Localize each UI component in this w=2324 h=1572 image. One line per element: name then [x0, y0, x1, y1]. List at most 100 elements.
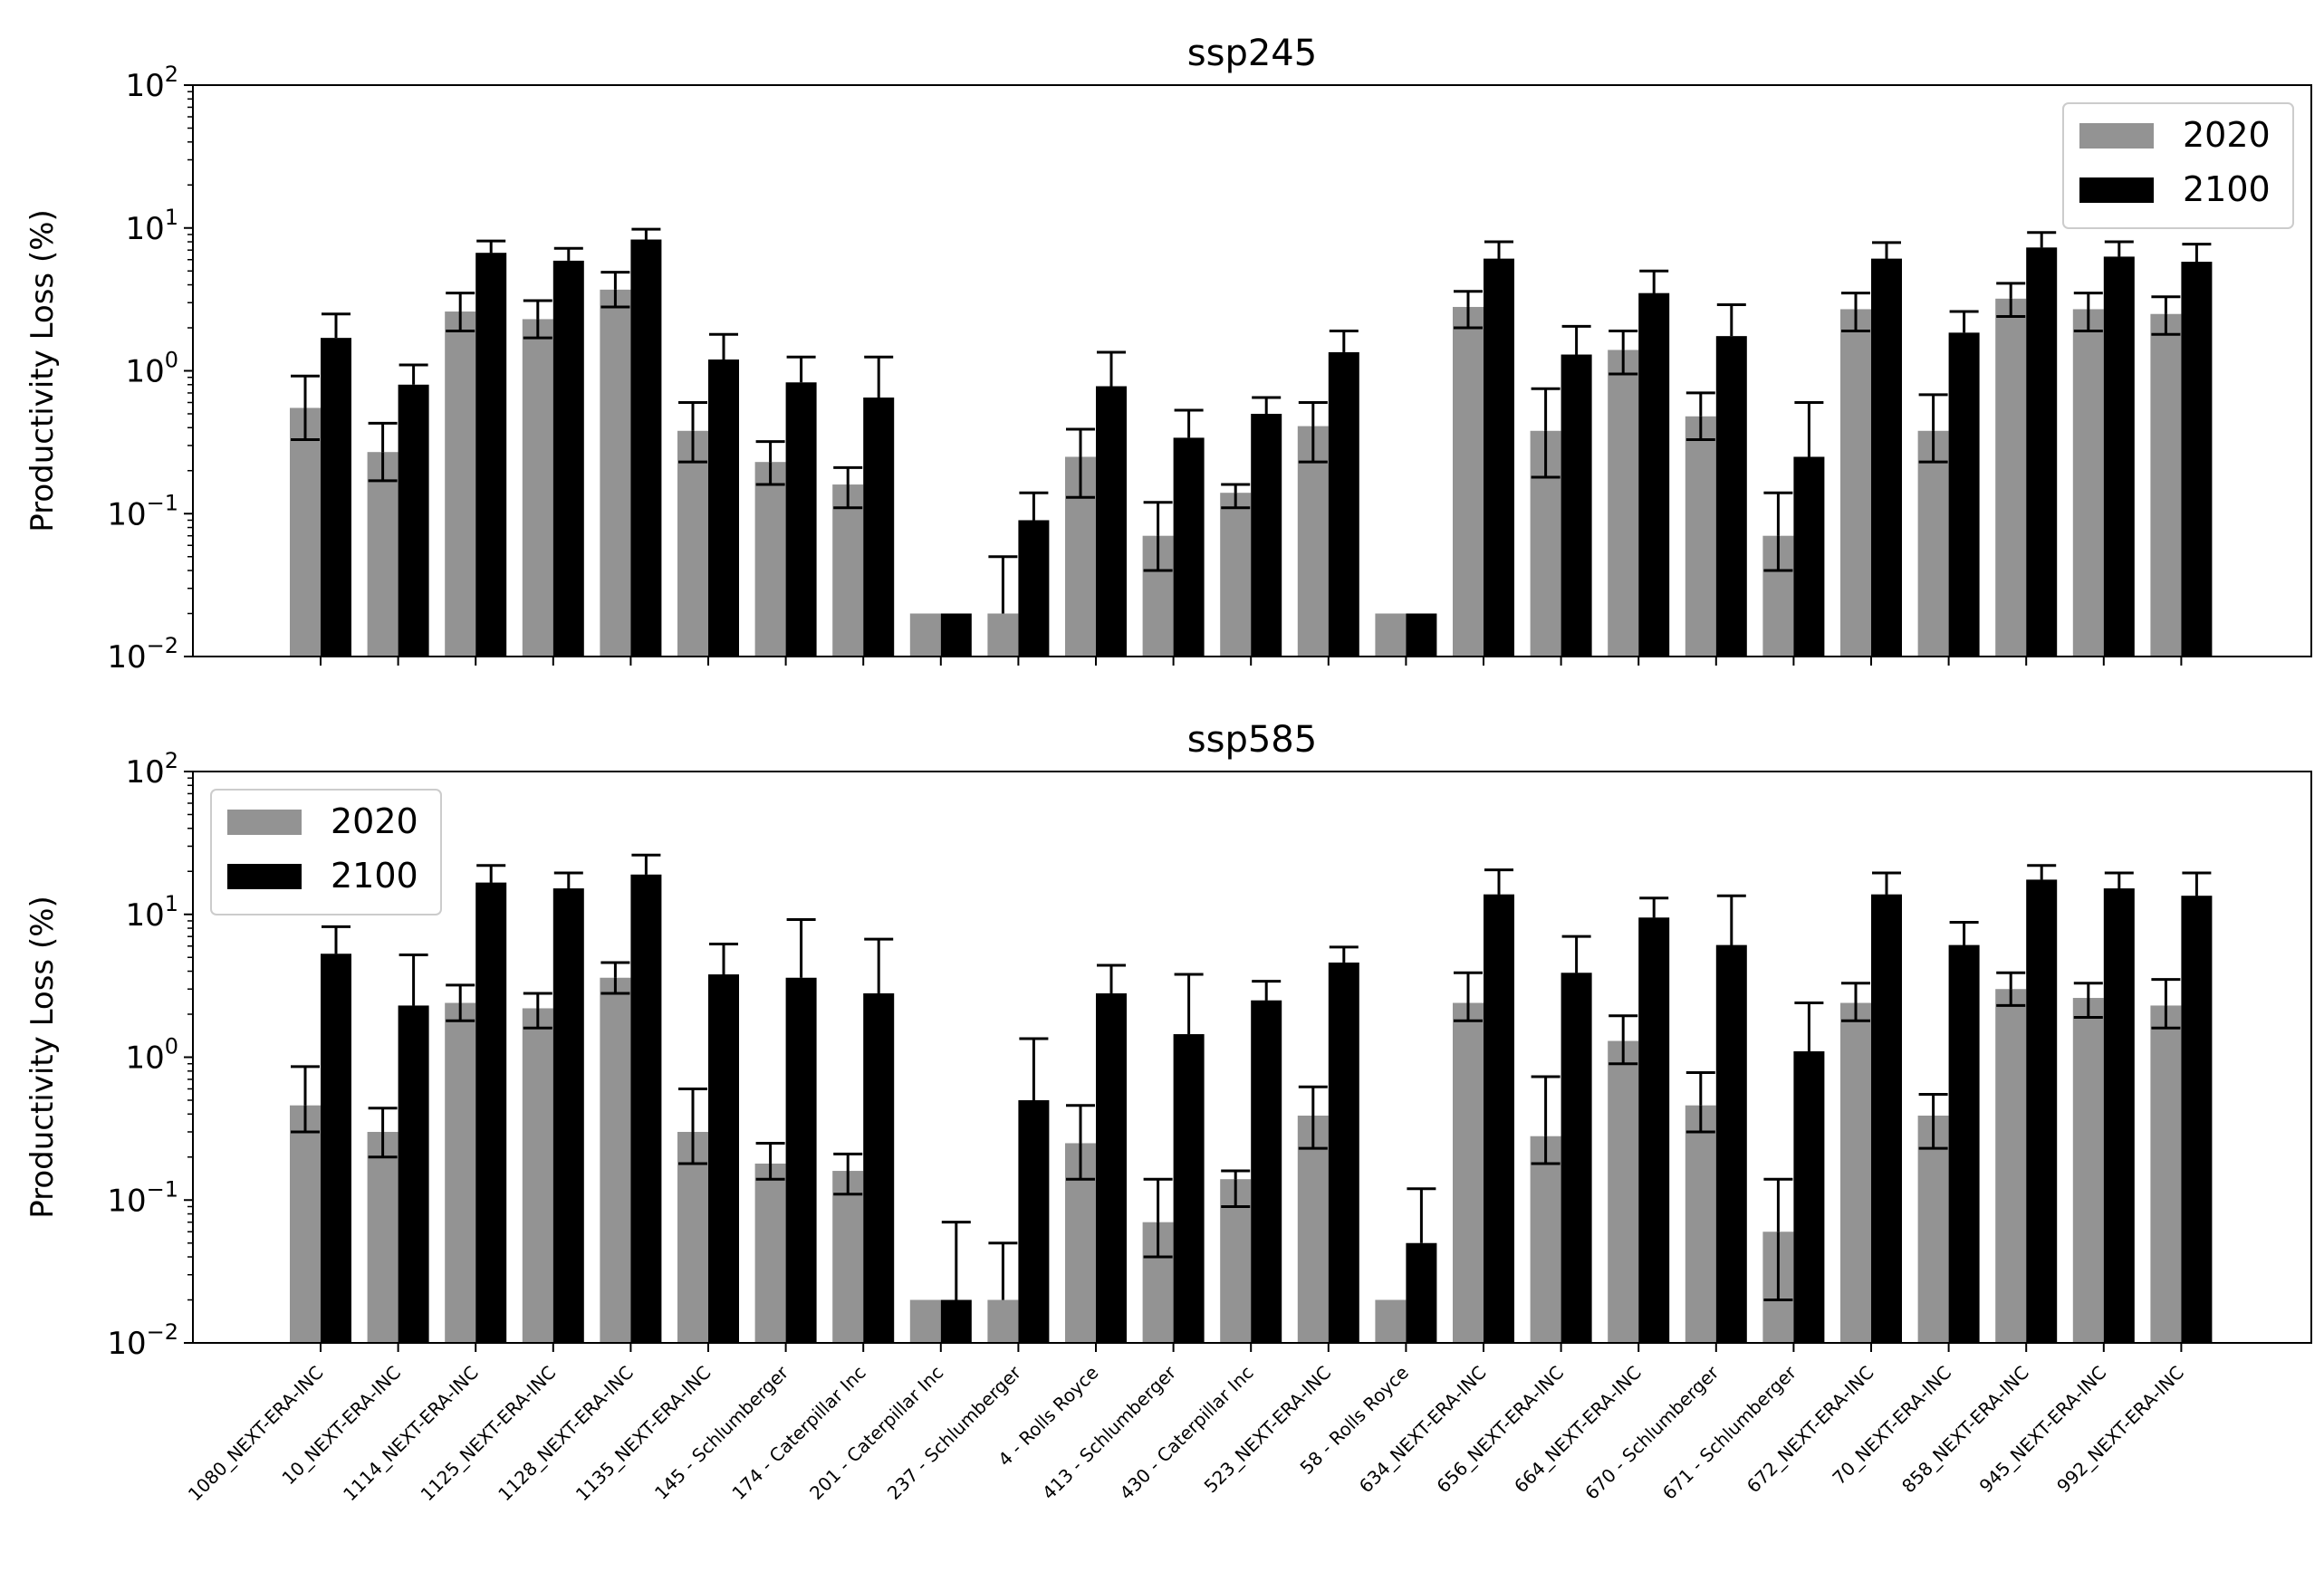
bar-2020 [522, 319, 553, 657]
y-tick-label: 10−2 [107, 1319, 178, 1362]
y-tick-base: 10 [107, 1183, 146, 1219]
bar-2100 [1484, 894, 1514, 1343]
x-tick-label: 634_NEXT-ERA-INC [1355, 1362, 1491, 1498]
x-tick-label: 1128_NEXT-ERA-INC [494, 1362, 638, 1506]
bar-2100 [1638, 292, 1670, 657]
bar-2100 [2026, 247, 2058, 657]
bar-2020 [1453, 306, 1484, 657]
bar-2100 [785, 382, 817, 657]
bar-2100 [2181, 896, 2213, 1343]
x-tick-label: 174 - Caterpillar Inc [727, 1362, 869, 1504]
bar-2100 [1871, 894, 1902, 1343]
x-tick-label: 670 - Schlumberger [1580, 1361, 1724, 1504]
bar-2100 [321, 338, 351, 657]
chart-title: ssp585 [1187, 719, 1317, 761]
bar-2100 [1871, 258, 1902, 657]
bar-2100 [398, 1005, 429, 1343]
bar-2020 [909, 1299, 941, 1343]
y-tick-label: 10−1 [107, 1176, 178, 1219]
bar-2100 [1715, 336, 1747, 657]
bar-2020 [2072, 309, 2104, 657]
bar-2020 [1917, 1116, 1949, 1343]
bar-2100 [1018, 1099, 1050, 1343]
x-tick-label: 523_NEXT-ERA-INC [1200, 1362, 1336, 1498]
bar-2020 [1995, 989, 2027, 1343]
bar-2020 [600, 289, 631, 657]
bar-2020 [1608, 1040, 1639, 1343]
bar-2020 [1530, 1136, 1561, 1343]
bar-2100 [708, 359, 739, 657]
bar-2100 [1173, 1034, 1205, 1343]
y-tick-base: 10 [107, 1326, 146, 1362]
bar-2020 [1375, 1299, 1407, 1343]
bar-2020 [522, 1008, 553, 1343]
bar-2020 [987, 613, 1019, 657]
y-tick-exponent: −2 [147, 1319, 178, 1345]
x-tick-label: 1125_NEXT-ERA-INC [417, 1362, 561, 1506]
y-tick-base: 10 [125, 897, 164, 934]
legend-swatch-2100 [2079, 177, 2154, 203]
bar-2100 [1561, 354, 1592, 657]
bar-2020 [1297, 426, 1329, 657]
bar-2100 [475, 882, 507, 1343]
legend: 2020 2100 [210, 789, 442, 915]
bar-2100 [863, 398, 895, 657]
x-tick-label: 201 - Caterpillar Inc [805, 1362, 947, 1504]
bar-2100 [1251, 1000, 1282, 1343]
bar-2020 [754, 1163, 786, 1343]
bar-2100 [321, 954, 351, 1343]
bar-2020 [677, 1131, 708, 1343]
y-tick-exponent: −1 [147, 490, 178, 515]
bar-2100 [1096, 992, 1127, 1343]
bar-2100 [940, 1299, 972, 1343]
bar-2100 [2103, 256, 2135, 657]
bar-2100 [398, 384, 429, 657]
y-tick-exponent: −1 [147, 1176, 178, 1202]
bar-2100 [1328, 962, 1359, 1343]
bar-2020 [1220, 493, 1252, 657]
x-tick-label: 858_NEXT-ERA-INC [1897, 1362, 2033, 1498]
y-tick-base: 10 [125, 354, 164, 390]
bar-2100 [552, 888, 584, 1343]
bar-2020 [832, 1171, 864, 1343]
bar-2020 [1375, 613, 1407, 657]
bar-2100 [1251, 413, 1282, 657]
bar-2100 [1096, 386, 1127, 657]
bar-2020 [677, 430, 708, 657]
y-tick-label: 10−2 [107, 633, 178, 676]
bar-2100 [708, 974, 739, 1343]
legend-label-2100: 2100 [331, 856, 418, 896]
y-tick-base: 10 [125, 1040, 164, 1077]
bar-2020 [2072, 998, 2104, 1343]
bar-2020 [290, 1105, 321, 1343]
bar-2020 [1685, 1105, 1716, 1343]
bar-2020 [1685, 416, 1716, 657]
y-tick-base: 10 [107, 496, 146, 532]
bar-2020 [754, 462, 786, 657]
bar-2020 [1917, 430, 1949, 657]
bar-2020 [987, 1299, 1019, 1343]
bar-2100 [1638, 917, 1670, 1343]
bar-2100 [1018, 520, 1050, 657]
bar-2020 [367, 1131, 399, 1343]
bar-2100 [2026, 879, 2058, 1343]
legend-label-2100: 2100 [2183, 169, 2271, 209]
y-tick-label: 10−1 [107, 490, 178, 532]
bar-2100 [630, 874, 662, 1343]
bar-2100 [1328, 351, 1359, 657]
x-tick-label: 656_NEXT-ERA-INC [1432, 1362, 1568, 1498]
bar-2020 [1840, 1002, 1871, 1343]
bar-2020 [1608, 350, 1639, 657]
bar-2020 [367, 452, 399, 657]
bar-2100 [1484, 258, 1514, 657]
x-tick-label: 945_NEXT-ERA-INC [1975, 1362, 2111, 1498]
x-tick-label: 430 - Caterpillar Inc [1115, 1362, 1257, 1504]
bar-2100 [940, 613, 972, 657]
y-axis-label: Productivity Loss (%) [24, 896, 61, 1219]
legend-label-2020: 2020 [331, 801, 418, 841]
x-tick-label: 1114_NEXT-ERA-INC [339, 1362, 483, 1506]
